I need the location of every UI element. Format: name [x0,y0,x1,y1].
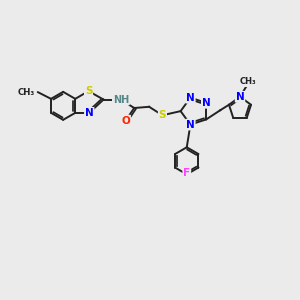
Text: NH: NH [113,94,129,105]
Text: N: N [236,92,244,102]
Text: S: S [159,110,166,120]
Text: CH₃: CH₃ [239,77,256,86]
Text: CH₃: CH₃ [17,88,35,97]
Text: N: N [186,93,195,103]
Text: S: S [85,86,92,96]
Text: N: N [186,120,195,130]
Text: F: F [183,167,190,178]
Text: N: N [85,108,94,118]
Text: O: O [122,116,130,126]
Text: N: N [202,98,211,108]
